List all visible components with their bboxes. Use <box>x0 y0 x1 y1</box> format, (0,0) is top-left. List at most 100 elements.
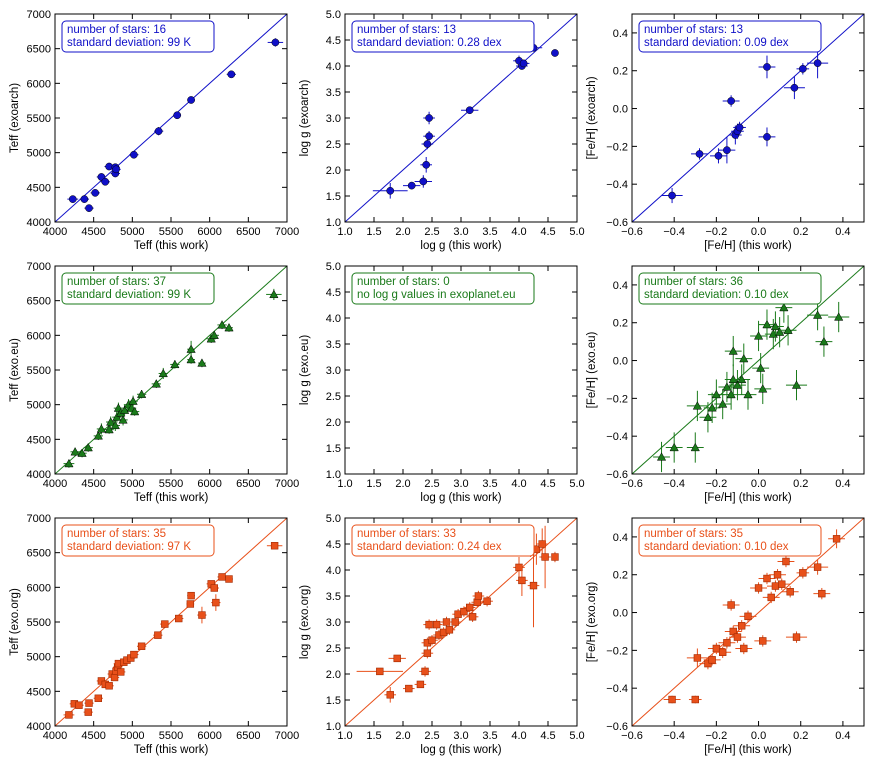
data-point <box>785 370 808 401</box>
marker <box>813 563 822 571</box>
marker <box>112 165 120 174</box>
marker <box>779 302 789 312</box>
x-tick-label: 3.5 <box>482 730 497 742</box>
data-point <box>384 687 397 703</box>
data-point <box>718 136 736 164</box>
y-axis-label: Teff (exo.org) <box>9 588 21 656</box>
x-tick-label: 5500 <box>159 730 183 742</box>
legend-line: number of stars: 33 <box>357 528 456 540</box>
data-point <box>735 343 753 374</box>
x-tick-label: 2.0 <box>395 730 410 742</box>
data-point <box>217 320 227 330</box>
data-points <box>356 525 559 703</box>
marker <box>209 330 219 339</box>
marker <box>773 571 782 579</box>
data-point <box>665 432 683 463</box>
x-axis-label: Teff (this work) <box>134 492 209 504</box>
data-point <box>699 402 717 433</box>
y-tick-label: 0.2 <box>613 66 628 78</box>
y-tick-label: 6000 <box>27 78 51 90</box>
data-point <box>707 379 725 410</box>
x-tick-label: 4500 <box>81 478 105 490</box>
data-point <box>718 637 736 649</box>
marker <box>695 150 704 158</box>
marker <box>754 584 763 592</box>
y-tick-label: −0.4 <box>606 683 628 695</box>
marker <box>197 358 207 367</box>
legend-line: number of stars: 0 <box>357 276 450 288</box>
y-tick-label: 5500 <box>27 617 51 629</box>
data-point <box>807 559 829 575</box>
marker <box>791 380 802 389</box>
legend-line: standard deviation: 97 K <box>67 541 191 553</box>
marker <box>465 603 474 612</box>
y-tick-label: 5000 <box>27 148 51 160</box>
y-tick-label: 5.0 <box>326 513 341 525</box>
data-point <box>796 63 810 75</box>
plot-frame <box>631 517 865 727</box>
marker <box>714 151 723 160</box>
y-tick-label: 2.5 <box>326 139 341 151</box>
x-tick-label: 2.5 <box>424 226 439 238</box>
data-point <box>77 448 87 458</box>
y-tick-label: 3.5 <box>326 87 341 99</box>
marker <box>518 576 526 585</box>
data-point <box>197 606 207 624</box>
marker <box>792 633 801 641</box>
marker <box>110 673 119 682</box>
data-point <box>527 544 540 628</box>
one-to-one-line <box>632 266 864 474</box>
y-axis-label: Teff (exo.eu) <box>9 338 21 402</box>
data-point <box>722 599 740 611</box>
marker <box>711 389 721 399</box>
data-point <box>735 642 753 655</box>
x-tick-label: 5.0 <box>569 226 584 238</box>
marker <box>117 668 125 676</box>
marker <box>186 600 195 608</box>
marker <box>227 70 236 79</box>
x-tick-label: −0.6 <box>621 730 643 742</box>
x-axis-label: [Fe/H] (this work) <box>704 240 792 252</box>
data-point <box>710 148 727 164</box>
y-tick-label: 4000 <box>27 217 51 229</box>
marker <box>212 598 220 607</box>
marker <box>723 146 731 154</box>
marker <box>186 354 196 364</box>
y-tick-label: 4.5 <box>326 35 341 47</box>
marker <box>775 327 785 336</box>
x-tick-label: −0.6 <box>621 226 643 238</box>
data-point <box>663 695 681 704</box>
data-point <box>762 591 780 604</box>
y-tick-label: 1.5 <box>326 695 341 707</box>
marker <box>425 114 433 122</box>
x-tick-label: 1.5 <box>366 478 381 490</box>
data-point <box>481 596 493 607</box>
y-tick-label: 5000 <box>27 400 51 412</box>
marker <box>708 656 716 664</box>
marker <box>767 593 775 602</box>
data-point <box>539 525 551 589</box>
data-point <box>83 708 93 716</box>
marker <box>703 412 713 421</box>
marker <box>727 601 735 609</box>
panel-2-0: 4000 4500 5000 5500 6000 6500 7000 4000 4500 5000… <box>9 513 299 756</box>
x-tick-label: 7000 <box>275 730 299 742</box>
data-point <box>733 364 751 395</box>
y-tick-label: −0.6 <box>606 217 628 229</box>
data-point <box>815 326 833 357</box>
marker <box>83 442 93 452</box>
data-point <box>661 187 683 204</box>
x-tick-label: 5000 <box>120 730 144 742</box>
data-point <box>758 127 776 147</box>
marker <box>137 642 146 650</box>
legend-line: no log g values in exoplanet.eu <box>357 289 516 301</box>
data-point <box>758 572 776 585</box>
y-axis-label: log g (exo.eu) <box>299 335 311 405</box>
y-tick-label: 2.5 <box>326 391 341 403</box>
data-point <box>419 666 431 677</box>
data-point <box>783 76 805 100</box>
y-tick-label: 7000 <box>27 9 51 21</box>
data-point <box>686 432 704 463</box>
data-points <box>63 288 282 468</box>
